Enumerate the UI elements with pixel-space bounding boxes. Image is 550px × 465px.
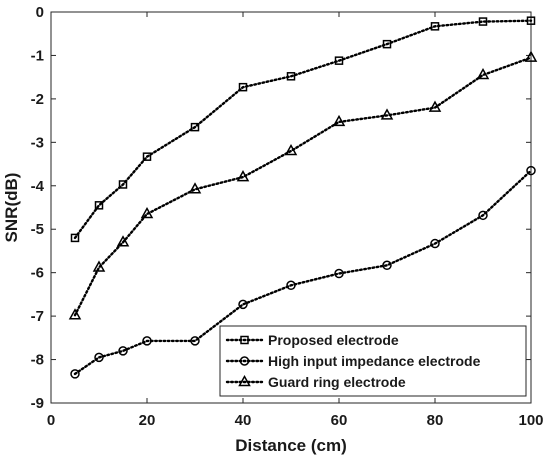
data-point-triangle bbox=[92, 260, 106, 272]
data-point-circle bbox=[70, 369, 80, 379]
y-tick-label: -5 bbox=[31, 221, 44, 238]
data-point-square bbox=[478, 17, 488, 26]
data-point-square bbox=[286, 72, 296, 81]
data-point-square bbox=[526, 16, 536, 25]
x-tick-label: 0 bbox=[47, 412, 55, 429]
legend-marker-circle bbox=[239, 356, 250, 366]
data-point-triangle bbox=[380, 108, 394, 120]
x-axis-label: Distance (cm) bbox=[235, 436, 346, 455]
data-point-triangle bbox=[284, 143, 298, 156]
data-point-square bbox=[334, 56, 344, 65]
data-point-circle bbox=[478, 210, 488, 221]
series-square bbox=[70, 16, 536, 243]
data-point-square bbox=[238, 82, 248, 92]
y-tick-label: -4 bbox=[31, 178, 45, 195]
x-tick-label: 40 bbox=[235, 412, 252, 429]
data-point-circle bbox=[382, 260, 392, 271]
y-tick-label: -2 bbox=[31, 91, 44, 108]
data-point-triangle bbox=[188, 182, 202, 194]
y-axis-ticks: 0 -1 -2 -3 -4 -5 -6 -7 -8 -9 bbox=[31, 4, 531, 412]
legend-entry: Guard ring electrode bbox=[225, 374, 406, 390]
data-point-square bbox=[70, 233, 80, 243]
legend-marker-triangle bbox=[238, 374, 251, 387]
data-point-square bbox=[430, 22, 440, 31]
legend-label: Proposed electrode bbox=[268, 332, 399, 348]
data-point-triangle bbox=[428, 100, 442, 112]
data-point-circle bbox=[238, 299, 248, 310]
y-tick-label: -7 bbox=[31, 308, 44, 325]
data-point-circle bbox=[430, 238, 440, 249]
data-point-circle bbox=[286, 280, 296, 291]
x-tick-label: 60 bbox=[331, 412, 348, 429]
legend-label: Guard ring electrode bbox=[268, 374, 406, 390]
legend-label: High input impedance electrode bbox=[268, 353, 481, 369]
y-tick-label: -9 bbox=[31, 395, 44, 412]
data-point-square bbox=[190, 122, 200, 132]
data-point-circle bbox=[190, 336, 200, 346]
data-point-square bbox=[118, 180, 128, 189]
data-point-triangle bbox=[332, 114, 346, 127]
data-point-circle bbox=[526, 165, 536, 176]
data-point-circle bbox=[118, 346, 128, 356]
legend-entry: High input impedance electrode bbox=[225, 353, 481, 369]
plot-border bbox=[50, 11, 532, 404]
series-triangle bbox=[68, 50, 538, 320]
y-tick-label: -1 bbox=[31, 47, 44, 64]
series-circle bbox=[70, 165, 536, 379]
data-point-triangle bbox=[116, 235, 130, 247]
x-tick-label: 100 bbox=[518, 412, 543, 429]
y-tick-label: -3 bbox=[31, 134, 44, 151]
data-point-triangle bbox=[140, 206, 154, 219]
data-point-square bbox=[142, 152, 152, 161]
data-point-square bbox=[94, 201, 104, 210]
data-point-triangle bbox=[236, 170, 250, 182]
series-layer bbox=[68, 16, 538, 379]
data-point-triangle bbox=[476, 67, 490, 80]
plot-frame bbox=[50, 11, 532, 404]
legend-marker-square bbox=[240, 335, 249, 345]
x-tick-label: 20 bbox=[139, 412, 156, 429]
y-axis-label: SNR(dB) bbox=[2, 173, 21, 243]
legend: Proposed electrode High input impedance e… bbox=[219, 325, 527, 397]
data-point-square bbox=[382, 39, 392, 49]
data-point-circle bbox=[334, 268, 344, 279]
y-tick-label: -8 bbox=[31, 352, 44, 369]
y-tick-label: -6 bbox=[31, 265, 44, 282]
x-axis-ticks: 0 20 40 60 80 100 bbox=[47, 12, 544, 429]
x-tick-label: 80 bbox=[427, 412, 444, 429]
data-point-circle bbox=[142, 336, 152, 346]
data-point-triangle bbox=[524, 50, 538, 62]
data-point-triangle bbox=[68, 308, 82, 320]
legend-entry: Proposed electrode bbox=[225, 332, 399, 348]
y-tick-label: 0 bbox=[36, 4, 44, 21]
data-point-circle bbox=[94, 352, 104, 363]
legend-box bbox=[219, 325, 527, 397]
